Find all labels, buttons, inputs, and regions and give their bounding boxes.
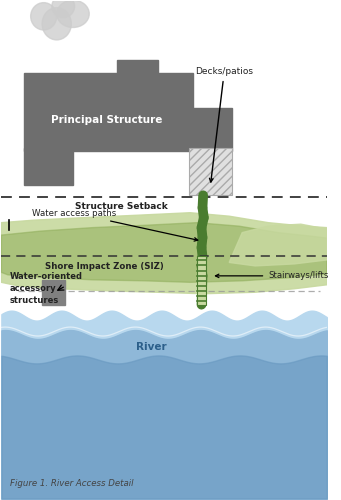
Text: Stairways/lifts: Stairways/lifts — [216, 272, 329, 280]
Polygon shape — [229, 224, 327, 266]
Bar — [189, 148, 233, 196]
Text: River: River — [136, 342, 166, 352]
Text: Water access paths: Water access paths — [32, 208, 198, 241]
Bar — [42, 280, 65, 304]
Text: Principal Structure: Principal Structure — [51, 114, 163, 124]
Text: Water-oriented
accessory
structures: Water-oriented accessory structures — [10, 272, 83, 305]
Bar — [117, 60, 158, 78]
Polygon shape — [1, 212, 327, 294]
Text: Shore Impact Zone (SIZ): Shore Impact Zone (SIZ) — [45, 262, 163, 271]
Polygon shape — [1, 222, 327, 282]
Bar — [197, 256, 206, 304]
Bar — [24, 74, 193, 150]
Ellipse shape — [42, 8, 71, 40]
Bar — [189, 108, 233, 150]
Ellipse shape — [57, 0, 89, 28]
Ellipse shape — [52, 0, 75, 18]
Bar — [24, 148, 73, 186]
Text: Figure 1. River Access Detail: Figure 1. River Access Detail — [10, 478, 133, 488]
Text: Structure Setback: Structure Setback — [75, 202, 168, 211]
Text: Decks/patios: Decks/patios — [195, 67, 253, 182]
Ellipse shape — [31, 2, 57, 30]
